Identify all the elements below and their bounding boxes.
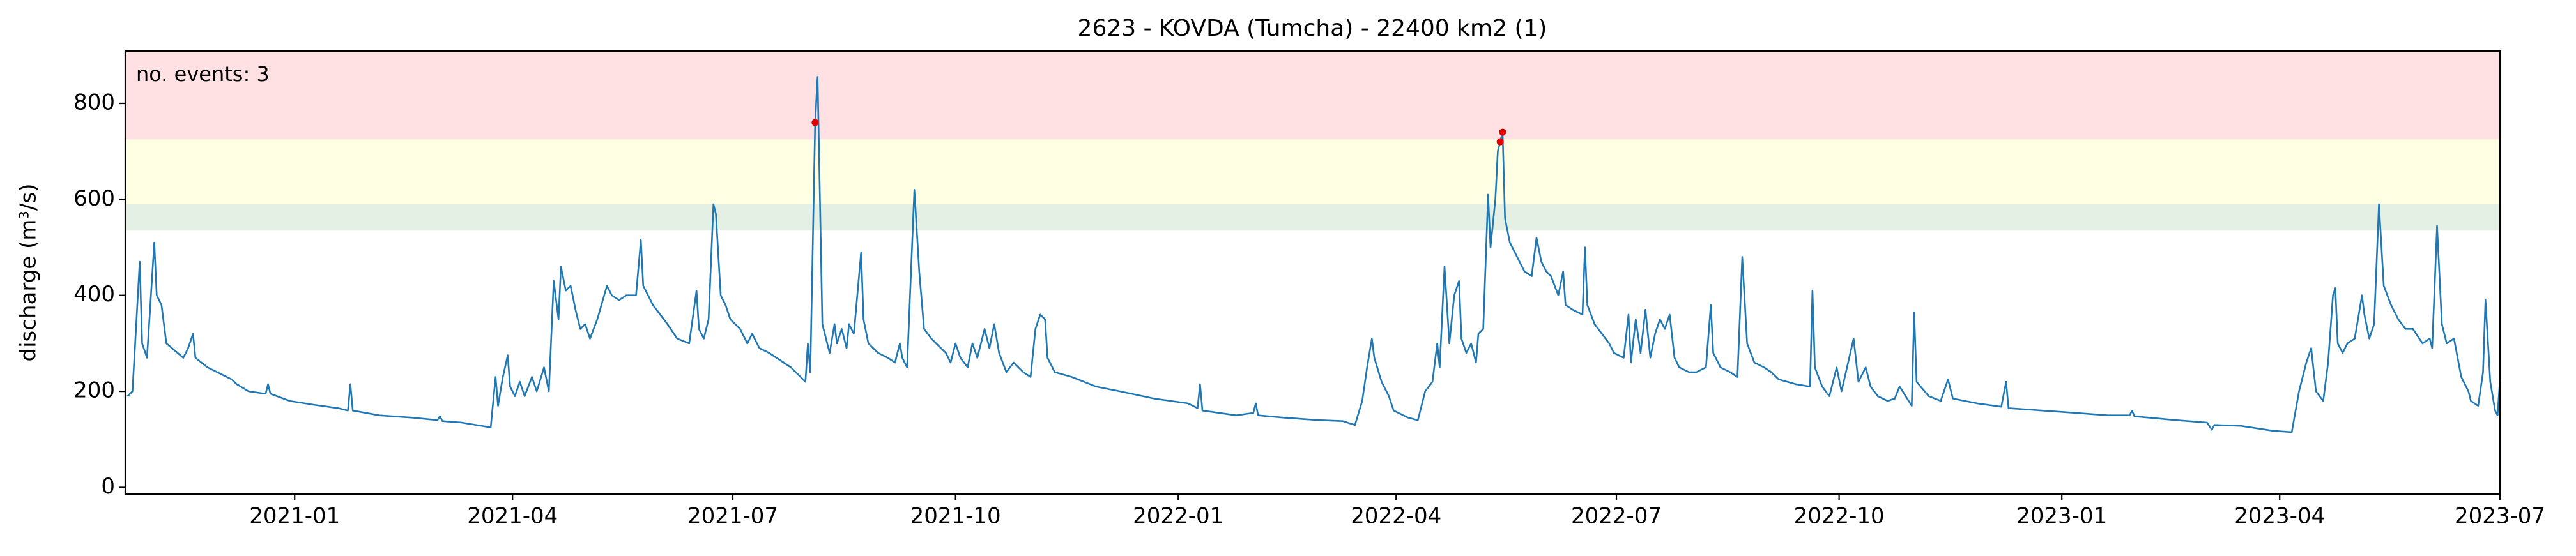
threshold-bands	[125, 51, 2500, 231]
plot-area	[126, 76, 2501, 433]
x-tick-label: 2021-04	[467, 504, 558, 529]
x-tick-label: 2023-04	[2234, 504, 2325, 529]
y-tick-label: 0	[101, 474, 115, 499]
x-tick-label: 2021-01	[249, 504, 340, 529]
x-tick-label: 2022-07	[1571, 504, 1662, 529]
event-point	[811, 119, 819, 126]
y-tick-label: 200	[73, 378, 115, 403]
event-count: no. events: 3	[136, 62, 270, 86]
x-tick-label: 2021-10	[910, 504, 1001, 529]
y-tick-label: 600	[73, 186, 115, 211]
x-tick-label: 2022-01	[1133, 504, 1223, 529]
discharge-line	[126, 76, 2501, 433]
x-tick-label: 2023-07	[2455, 504, 2545, 529]
y-tick-label: 400	[73, 282, 115, 307]
threshold-band	[125, 51, 2500, 140]
threshold-band	[125, 204, 2500, 231]
y-tick-label: 800	[73, 89, 115, 115]
plot-frame	[124, 50, 2501, 495]
event-point	[1499, 128, 1506, 136]
y-axis-label: discharge (m³/s)	[16, 184, 42, 362]
chart-title: 2623 - KOVDA (Tumcha) - 22400 km2 (1)	[1078, 15, 1547, 41]
event-point	[1496, 138, 1504, 146]
x-tick-label: 2023-01	[2016, 504, 2107, 529]
threshold-band	[125, 139, 2500, 204]
x-tick-label: 2022-10	[1794, 504, 1885, 529]
x-tick-label: 2021-07	[687, 504, 778, 529]
x-tick-label: 2022-04	[1351, 504, 1441, 529]
